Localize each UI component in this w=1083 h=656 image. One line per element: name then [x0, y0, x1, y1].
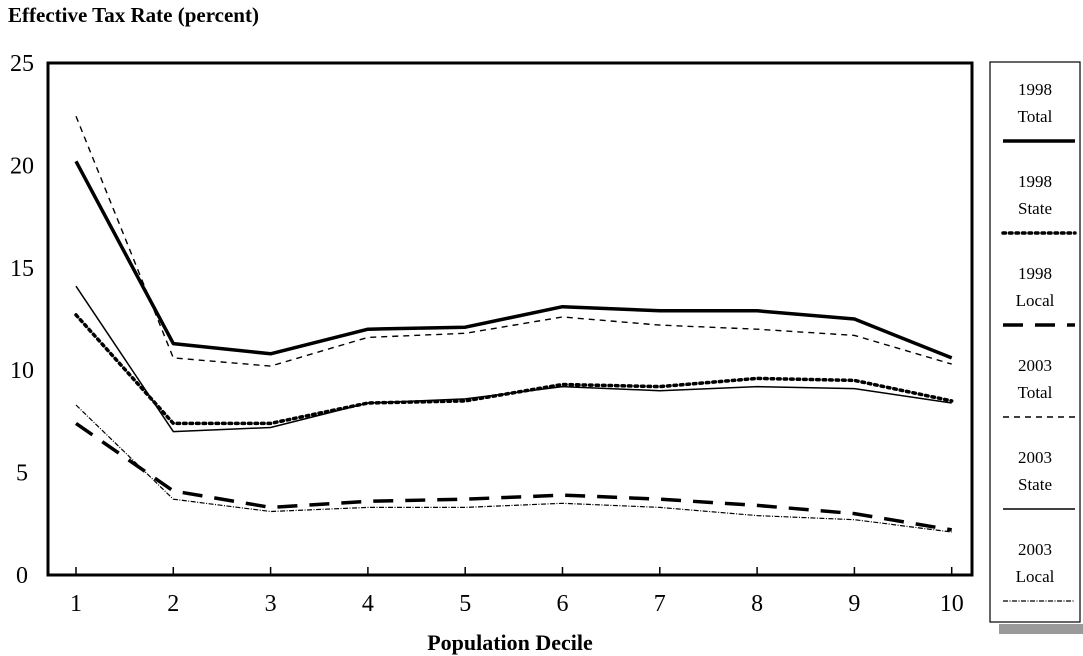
x-tick-label: 5: [459, 591, 471, 617]
x-axis-label: Population Decile: [427, 630, 593, 655]
series-lines: [74, 115, 954, 533]
plot-frame: [46, 61, 974, 577]
legend-label-year: 2003: [1018, 448, 1052, 467]
series-line-2: [75, 421, 952, 532]
y-tick-label: 25: [10, 51, 34, 77]
legend-label-type: Local: [1016, 291, 1055, 310]
legend-label-year: 1998: [1018, 172, 1052, 191]
series-line-3: [75, 115, 952, 367]
legend-label-year: 1998: [1018, 264, 1052, 283]
chart-title: Effective Tax Rate (percent): [8, 3, 259, 27]
y-axis: 0 5 10 15 20 25: [10, 51, 34, 589]
legend-label-type: Total: [1018, 107, 1053, 126]
legend-label-type: Total: [1018, 383, 1053, 402]
series-line-5: [75, 404, 952, 533]
x-tick-label: 8: [751, 591, 763, 617]
series-line-0: [74, 160, 953, 360]
y-tick-label: 0: [16, 563, 28, 589]
x-tick-label: 4: [362, 591, 374, 617]
x-tick-label: 10: [940, 591, 964, 617]
legend-frame: [989, 61, 1081, 623]
x-tick-label: 2: [167, 591, 179, 617]
legend-label-year: 1998: [1018, 80, 1052, 99]
legend-label-year: 2003: [1018, 356, 1052, 375]
legend-label-year: 2003: [1018, 540, 1052, 559]
y-tick-label: 5: [16, 461, 28, 487]
legend-label-type: State: [1018, 199, 1052, 218]
x-tick-label: 9: [848, 591, 860, 617]
x-tick-label: 3: [265, 591, 277, 617]
y-tick-label: 20: [10, 153, 34, 179]
x-tick-label: 6: [557, 591, 569, 617]
x-tick-label: 1: [70, 591, 82, 617]
legend: 1998 Total 1998 State 1998 Local 2003 Total 2003…: [989, 61, 1083, 634]
legend-label-type: State: [1018, 475, 1052, 494]
legend-shadow: [999, 624, 1083, 634]
legend-label-type: Local: [1016, 567, 1055, 586]
y-tick-label: 10: [10, 358, 34, 384]
y-tick-label: 15: [10, 256, 34, 282]
x-axis: 1 2 3 4 5 6 7 8 9 10: [70, 567, 964, 617]
series-line-1: [74, 313, 954, 426]
x-tick-label: 7: [654, 591, 666, 617]
series-line-4: [75, 285, 952, 433]
